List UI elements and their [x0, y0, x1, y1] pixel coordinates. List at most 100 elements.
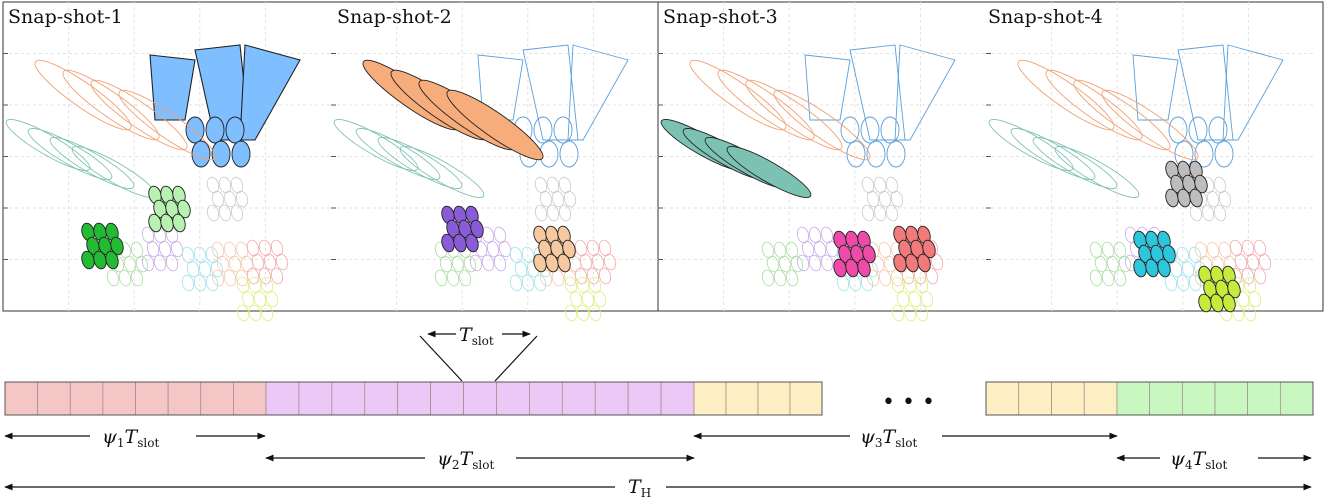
beam-cell — [885, 176, 899, 194]
beam-cell — [451, 255, 465, 273]
slot-callout: Tslot — [419, 324, 538, 382]
beam-cell — [761, 269, 775, 287]
beam-cell — [521, 246, 535, 264]
beam-cell — [49, 137, 135, 189]
beam-cell — [533, 116, 553, 144]
beam-cell — [225, 116, 245, 144]
beam-cell — [228, 255, 242, 273]
time-slot — [1279, 381, 1314, 416]
beam-cell — [896, 290, 910, 308]
beam-cell — [1243, 276, 1257, 294]
beam-cell — [130, 269, 144, 287]
timeline: • • • Tslot ψ1Tslot ψ2Tslot ψ3Tslot — [4, 324, 1314, 500]
horizon-label: TH — [628, 476, 651, 500]
beam-cell — [886, 140, 906, 168]
beam-cell — [481, 226, 495, 244]
beam-cell — [871, 255, 885, 273]
beam-cell — [469, 254, 483, 272]
beam-cell — [574, 239, 588, 257]
beam-cell — [785, 269, 799, 287]
beam-cell — [796, 226, 810, 244]
beam-cell — [820, 226, 834, 244]
beam-cell — [908, 290, 922, 308]
beam-cell — [509, 274, 523, 292]
beam-cell — [446, 89, 544, 161]
beam-cell — [211, 140, 231, 168]
beam-cell — [1206, 190, 1220, 208]
beam-cell — [235, 190, 249, 208]
beam-cell — [761, 241, 775, 259]
beam-cell — [1222, 44, 1284, 141]
beam-cell — [873, 204, 887, 222]
psi2-span: ψ2Tslot — [265, 448, 695, 472]
time-slot — [725, 381, 759, 416]
beam-cell — [880, 116, 900, 144]
beam-cell — [808, 254, 822, 272]
beam-cell — [873, 176, 887, 194]
beam-cell — [1194, 241, 1208, 259]
time-slot — [1214, 381, 1249, 416]
time-slot — [1083, 381, 1118, 416]
beam-cell — [481, 254, 495, 272]
beam-cell — [153, 254, 167, 272]
beam-cell — [588, 276, 602, 294]
highlighted-beam-cell — [557, 253, 571, 273]
beam-cell — [230, 204, 244, 222]
snapshot-panels: Snap-shot-1 Snap-shot-2 Snap-shot-3 Snap… — [2, 1, 1324, 322]
beam-cell — [915, 276, 929, 294]
highlighted-beam-cell — [857, 258, 871, 278]
beam-cell — [588, 304, 602, 322]
beam-cell — [270, 267, 284, 285]
beam-cell — [185, 116, 205, 144]
snapshot-title-2: Snap-shot-2 — [337, 6, 452, 28]
snapshot-panel-4: Snap-shot-4 — [986, 2, 1314, 322]
beam-cell — [1188, 116, 1208, 144]
beam-cell — [546, 176, 560, 194]
time-slot — [1247, 381, 1281, 416]
beam-cell — [603, 253, 617, 271]
beam-cell — [861, 176, 875, 194]
beam-cell — [866, 269, 880, 287]
time-slot — [660, 381, 695, 416]
beam-cell — [808, 226, 822, 244]
timeline-slots-right — [985, 381, 1314, 416]
beam-cell — [1243, 304, 1257, 322]
beam-cell — [118, 269, 132, 287]
beam-cell — [205, 246, 219, 264]
beam-cell — [785, 241, 799, 259]
time-slot — [167, 381, 202, 416]
psi4-label: ψ4Tslot — [1170, 448, 1227, 472]
beam-cell — [598, 267, 612, 285]
beam-cell — [205, 274, 219, 292]
beam-cell — [861, 204, 875, 222]
time-slot — [693, 381, 727, 416]
beam-cell — [275, 253, 289, 271]
beam-cell — [1101, 89, 1199, 161]
beam-cell — [218, 204, 232, 222]
beam-cell — [218, 176, 232, 194]
beam-cell — [915, 304, 929, 322]
beam-cell — [894, 44, 956, 141]
beam-cell — [1188, 274, 1202, 292]
time-slot — [1181, 381, 1216, 416]
beam-cell — [558, 204, 572, 222]
beam-cell — [34, 59, 132, 131]
time-slot — [364, 381, 399, 416]
snapshot-panel-3: Snap-shot-3 — [658, 2, 986, 322]
timeline-slots-left — [4, 381, 823, 416]
horizon-span: TH — [4, 476, 1312, 500]
beam-cell — [860, 116, 880, 144]
beam-cell — [130, 241, 144, 259]
beam-cell — [5, 119, 91, 171]
beam-cell — [1101, 269, 1115, 287]
beam-cell — [890, 190, 904, 208]
beam-cell — [170, 240, 184, 258]
callout-line-left — [419, 335, 463, 382]
beam-cell — [146, 240, 160, 258]
time-slot — [627, 381, 662, 416]
highlighted-beam-cell — [1162, 244, 1176, 264]
beam-cell — [1188, 246, 1202, 264]
beam-cell — [586, 267, 600, 285]
beam-cell — [1236, 290, 1250, 308]
highlighted-beam-cell — [110, 236, 124, 256]
